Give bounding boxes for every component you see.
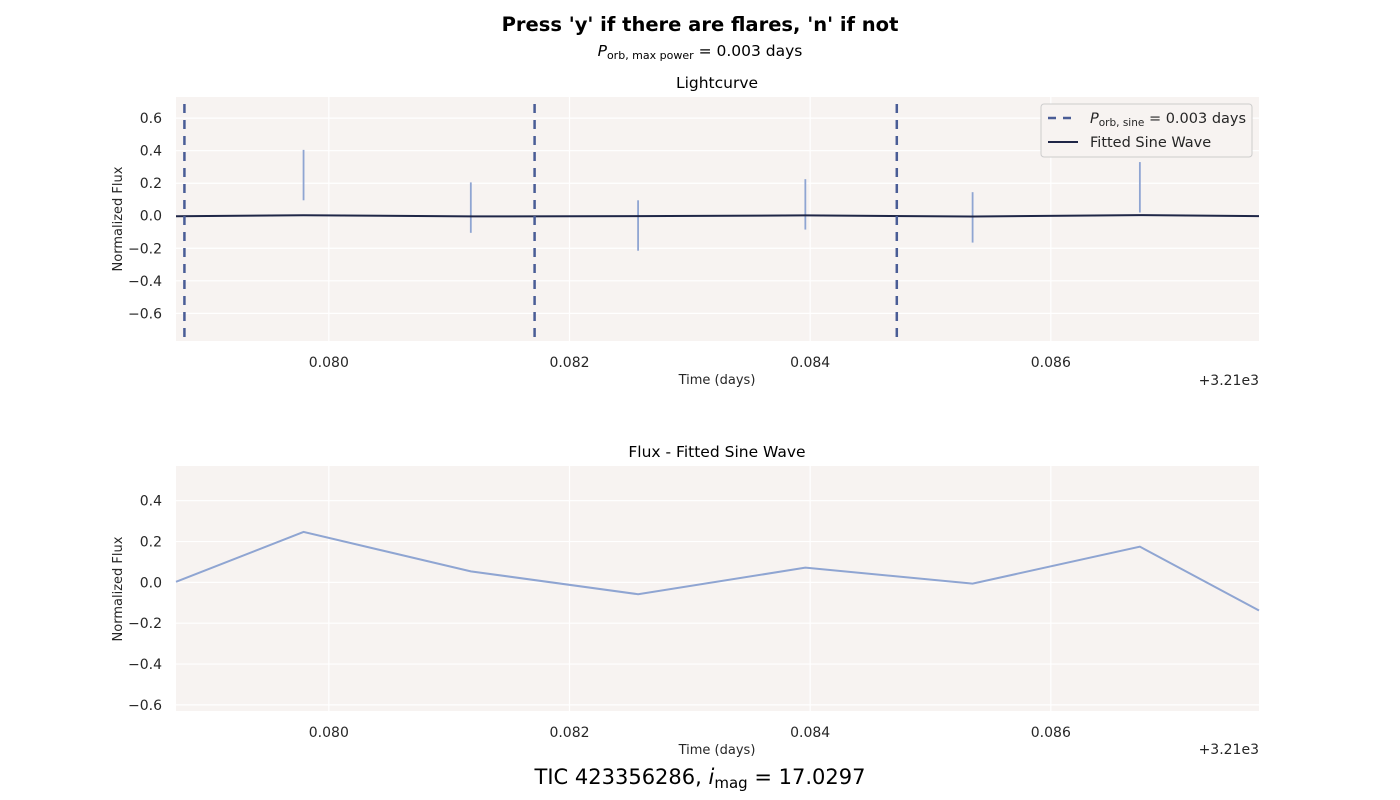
legend-fit-line-label: Fitted Sine Wave	[1090, 135, 1211, 151]
footer-symbol: i	[709, 765, 715, 789]
lightcurve-title: Lightcurve	[676, 74, 758, 92]
x-tick-label: 0.082	[549, 725, 589, 741]
footer-value: = 17.0297	[748, 765, 866, 789]
figure-subtitle: Porb, max power = 0.003 days	[598, 42, 803, 62]
residual-ylabel: Normalized Flux	[111, 536, 126, 641]
x-tick-label: 0.086	[1031, 355, 1071, 371]
residual-xlabel: Time (days)	[678, 743, 756, 758]
y-tick-label: −0.4	[128, 657, 162, 673]
x-tick-label: 0.080	[309, 725, 349, 741]
residual-panel: Flux - Fitted Sine Wave 0.080 0.082 0.084 0…	[111, 443, 1260, 758]
y-tick-label: 0.2	[140, 535, 162, 551]
y-tick-label: 0.4	[140, 144, 162, 160]
fitted-sine-line	[175, 214, 1260, 218]
subtitle-symbol: P	[598, 42, 608, 60]
residual-marks	[175, 530, 1260, 612]
residual-flux-line	[175, 530, 1260, 612]
legend-box	[1040, 103, 1253, 158]
legend-period-symbol: P	[1090, 111, 1099, 127]
y-tick-label: 0.0	[140, 209, 162, 225]
y-tick-label: −0.2	[128, 241, 162, 257]
lightcurve-ticks: 0.080 0.082 0.084 0.086 −0.6 −0.4 −0.2 0.0 0.2 0.…	[128, 111, 1071, 371]
target-footer: TIC 423356286, imag = 17.0297	[534, 765, 866, 792]
y-tick-label: 0.2	[140, 176, 162, 192]
y-tick-label: −0.2	[128, 616, 162, 632]
subtitle-value: = 0.003 days	[694, 42, 803, 60]
footer-subscript: mag	[714, 774, 747, 792]
y-tick-label: −0.4	[128, 274, 162, 290]
residual-ticks: 0.080 0.082 0.084 0.086 −0.6 −0.4 −0.2 0.0 0.2 0.…	[128, 494, 1071, 741]
lightcurve-panel: Lightcurve 0.080 0.082 0.084 0.086 −0.6 −0.4 −…	[111, 74, 1260, 389]
y-tick-label: −0.6	[128, 698, 162, 714]
lightcurve-x-offset: +3.21e3	[1199, 373, 1259, 389]
x-tick-label: 0.082	[549, 355, 589, 371]
legend-period-value: = 0.003 days	[1144, 111, 1246, 127]
y-tick-label: −0.6	[128, 306, 162, 322]
subtitle-subscript: orb, max power	[607, 49, 694, 62]
x-tick-label: 0.086	[1031, 725, 1071, 741]
lightcurve-marks	[175, 104, 1260, 341]
lightcurve-ylabel: Normalized Flux	[111, 166, 126, 271]
legend-period-subscript: orb, sine	[1099, 117, 1145, 129]
residual-plot-area	[176, 466, 1259, 711]
lightcurve-legend: Porb, sine = 0.003 days Fitted Sine Wave	[1040, 103, 1253, 158]
residual-x-offset: +3.21e3	[1199, 742, 1259, 758]
y-tick-label: 0.0	[140, 575, 162, 591]
lightcurve-xlabel: Time (days)	[678, 373, 756, 388]
legend-period-line-label: Porb, sine = 0.003 days	[1090, 111, 1246, 129]
y-tick-label: 0.6	[140, 111, 162, 127]
x-tick-label: 0.080	[309, 355, 349, 371]
residual-title: Flux - Fitted Sine Wave	[628, 443, 805, 461]
figure-suptitle: Press 'y' if there are flares, 'n' if no…	[502, 13, 899, 36]
residual-grid	[176, 466, 1259, 711]
x-tick-label: 0.084	[790, 725, 830, 741]
footer-tic: TIC 423356286,	[534, 765, 709, 789]
y-tick-label: 0.4	[140, 494, 162, 510]
x-tick-label: 0.084	[790, 355, 830, 371]
